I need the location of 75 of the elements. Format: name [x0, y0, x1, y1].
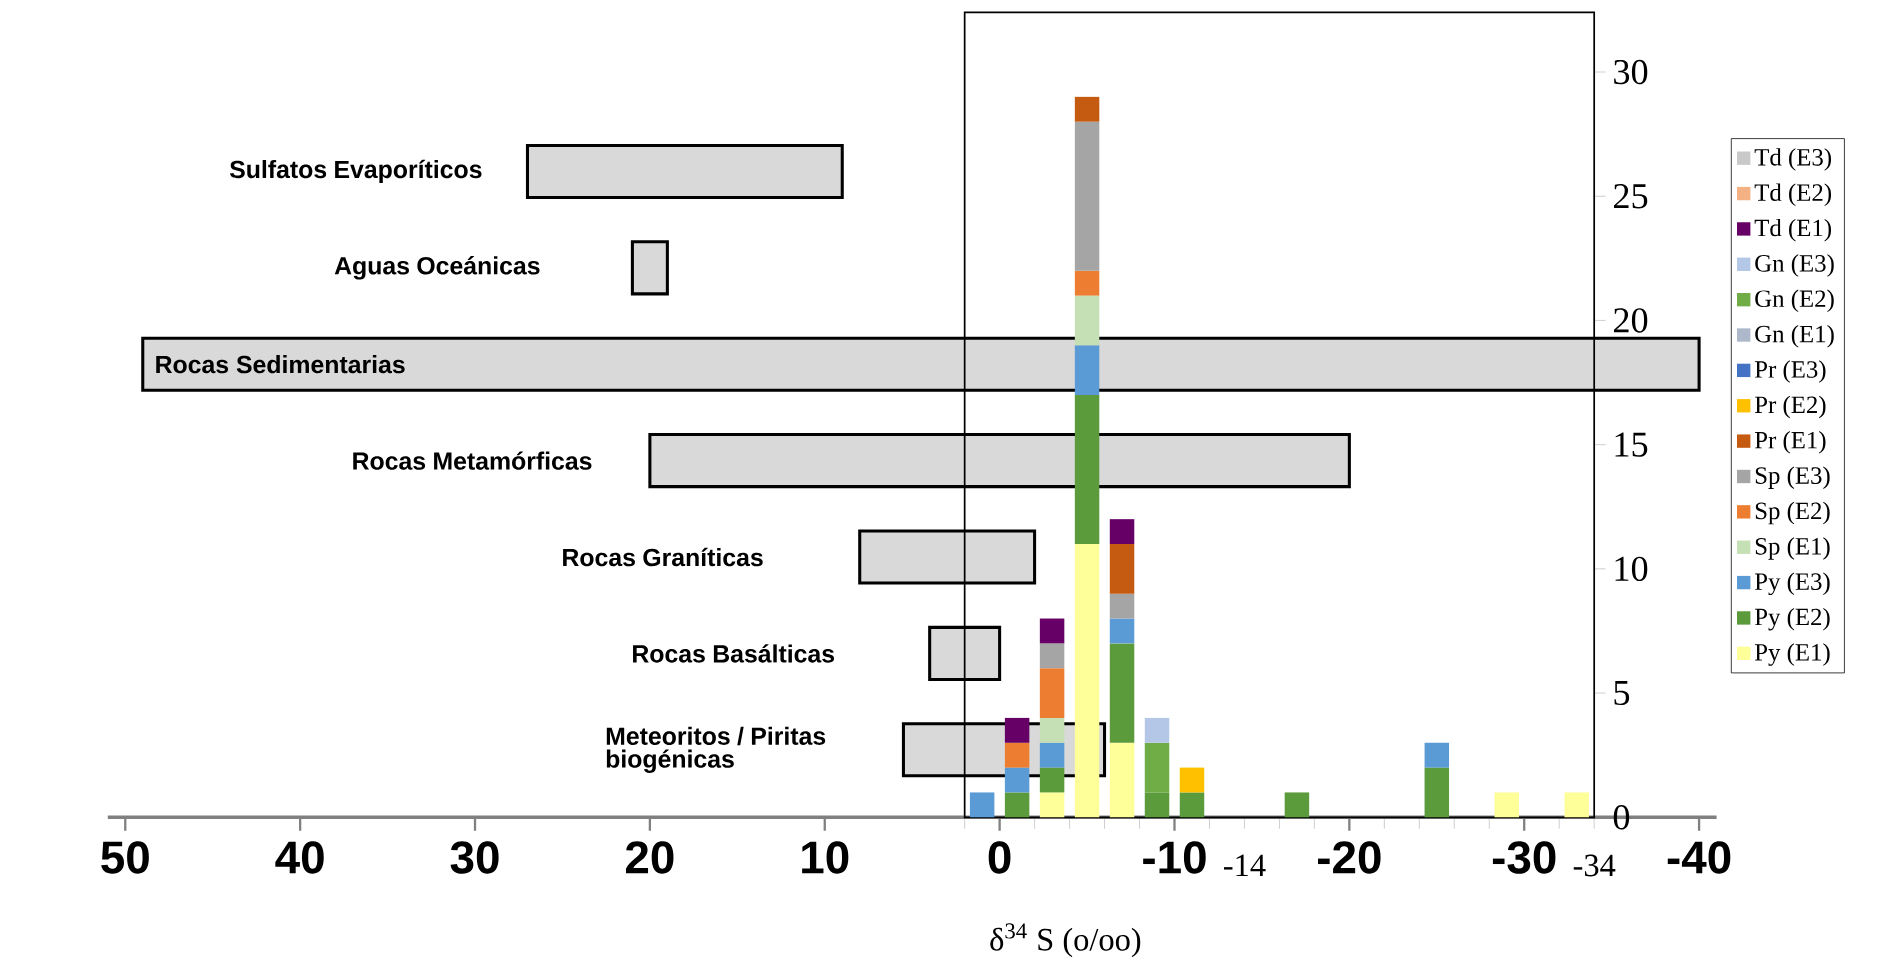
bar — [1039, 618, 1065, 644]
bar — [1109, 742, 1135, 818]
x-tick-label: -40 — [1667, 841, 1731, 874]
bar — [1109, 519, 1135, 545]
bar — [1144, 742, 1170, 793]
legend-label: Gn (E3) — [1755, 254, 1834, 277]
bar — [1039, 643, 1065, 669]
legend-label: Gn (E2) — [1755, 289, 1834, 313]
legend-label: Td (E3) — [1754, 148, 1832, 171]
legend-label: Pr (E1) — [1754, 431, 1826, 454]
x-tick-label: -30 — [1492, 841, 1556, 874]
x-tick-label: -34 — [1573, 854, 1616, 877]
y-tick-label: Aguas Oceánicas — [334, 256, 540, 280]
legend-label: Py (E1) — [1754, 643, 1830, 667]
bar — [1494, 792, 1519, 818]
y-tick-label: 15 — [1615, 432, 1648, 458]
x-axis-title: δ$^{34}$ S (o/oo) — [990, 923, 1141, 958]
bar — [1074, 395, 1100, 545]
y-tick-label: Rocas Basálticas — [633, 644, 835, 663]
legend-label: Sp (E1) — [1755, 537, 1830, 560]
bar — [1109, 618, 1135, 644]
bar — [1039, 792, 1065, 818]
bar — [1004, 792, 1030, 818]
y-tick-label: 25 — [1613, 184, 1648, 209]
y-tick-label: Sulfatos Evaporíticos — [229, 160, 482, 184]
x-tick-label: -10 — [1143, 841, 1206, 874]
legend-label: Gn (E1) — [1755, 325, 1834, 348]
bar — [1004, 742, 1030, 768]
legend-label: Td (E2) — [1754, 183, 1832, 207]
bar — [1424, 742, 1450, 768]
legend-label: Py (E3) — [1754, 572, 1830, 596]
x-tick-label: -20 — [1318, 841, 1381, 874]
bar — [1004, 718, 1030, 743]
bar — [1144, 792, 1170, 818]
legend-label: Pr (E2) — [1754, 395, 1826, 419]
bar — [1424, 767, 1450, 818]
legend-label: Pr (E3) — [1754, 360, 1826, 384]
bar — [1564, 792, 1589, 818]
y-tick-label: Rocas Metamórficas — [353, 451, 592, 471]
y-tick-label: 20 — [1613, 308, 1648, 333]
x-tick-label: 50 — [101, 841, 149, 874]
bar — [969, 792, 995, 818]
y-tick-label: Meteoritos / Piritas biogénicas — [606, 726, 826, 774]
bar — [1144, 718, 1170, 743]
y-tick-label: Rocas Graníticas — [563, 548, 763, 567]
x-tick-label: 10 — [802, 841, 849, 874]
x-tick-label: 40 — [275, 841, 324, 874]
bar — [1039, 767, 1065, 793]
bar — [1074, 270, 1100, 296]
bar — [1074, 97, 1100, 122]
legend-label: Py (E2) — [1754, 608, 1830, 631]
bar — [1074, 121, 1100, 271]
bar — [1109, 643, 1135, 743]
bar — [1004, 767, 1030, 793]
y-tick-label: 10 — [1615, 556, 1648, 582]
legend-label: Td (E1) — [1754, 219, 1832, 242]
legend-label: Sp (E2) — [1755, 502, 1830, 525]
x-tick-label: -14 — [1224, 854, 1266, 877]
bar — [1074, 295, 1100, 346]
bar — [1179, 767, 1205, 793]
bar — [1109, 593, 1135, 619]
bar — [1074, 544, 1100, 818]
bar — [1039, 668, 1065, 719]
y-tick-label: 0 — [1613, 805, 1630, 830]
bar — [1039, 742, 1065, 768]
y-tick-label: 5 — [1614, 681, 1630, 706]
x-tick-label: 0 — [988, 841, 1011, 874]
bar — [1039, 718, 1065, 743]
bar — [1109, 544, 1135, 594]
y-tick-label: Rocas Sedimentarias — [156, 355, 405, 374]
bar — [1179, 792, 1205, 818]
y-tick-label: 30 — [1614, 60, 1648, 85]
bar — [1074, 345, 1100, 396]
bar — [1284, 792, 1310, 818]
legend-label: Sp (E3) — [1755, 466, 1830, 490]
